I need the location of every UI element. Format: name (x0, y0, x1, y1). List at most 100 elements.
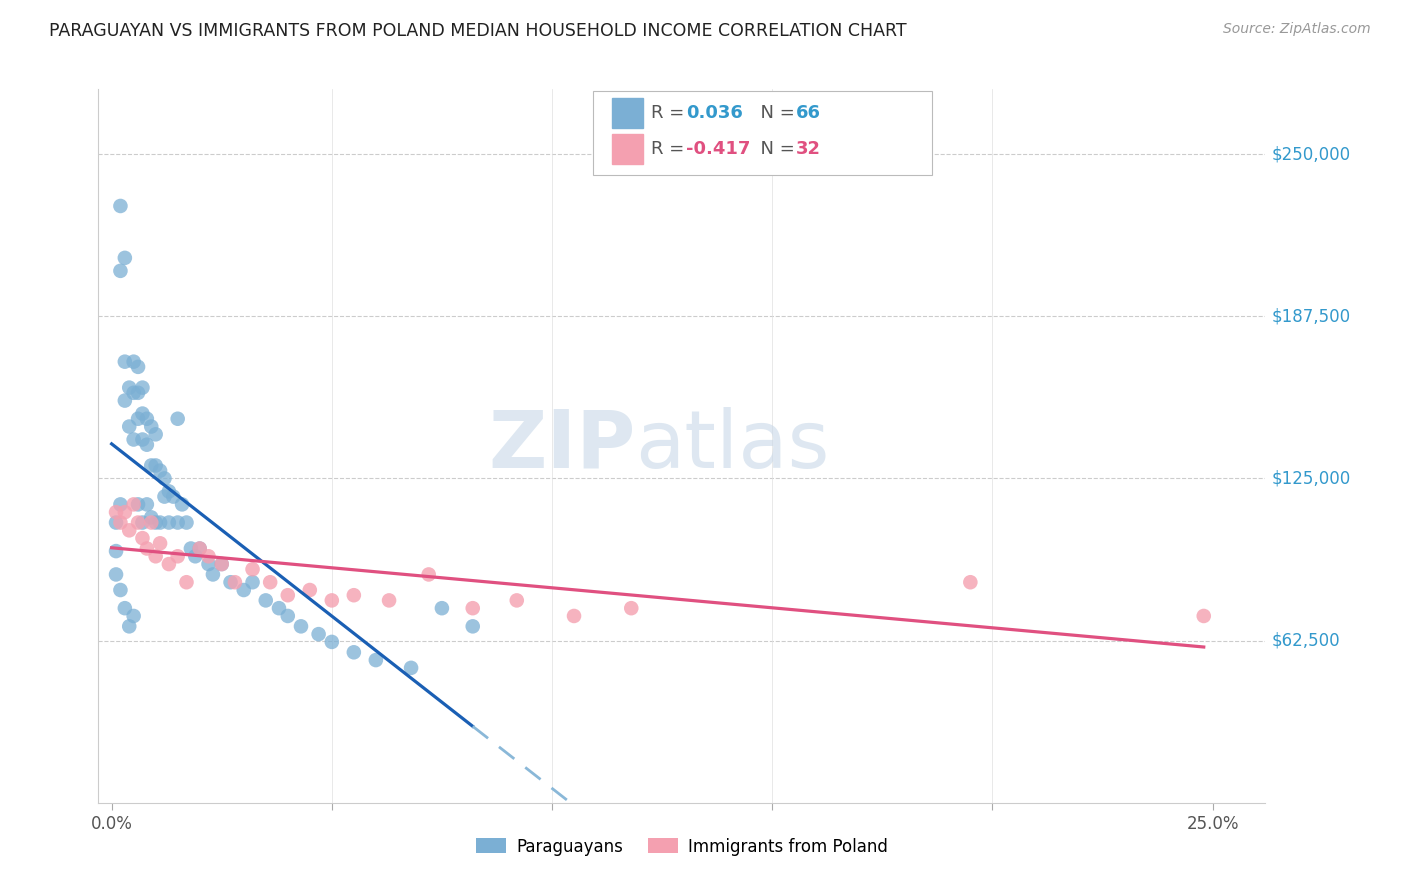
Point (131, 531, 153, 545)
Text: $125,000: $125,000 (1271, 469, 1351, 487)
Point (290, 619, 312, 633)
Point (321, 635, 343, 649)
Point (166, 411, 188, 425)
Point (118, 524, 141, 538)
Point (197, 557, 219, 571)
Text: N =: N = (749, 104, 801, 122)
Point (461, 601, 484, 615)
Point (259, 575, 281, 590)
Point (127, 516, 149, 530)
Point (188, 541, 211, 556)
Point (188, 541, 211, 556)
Point (122, 354, 145, 368)
Point (122, 433, 145, 447)
Point (122, 385, 145, 400)
Point (176, 516, 198, 530)
Point (157, 557, 180, 571)
Point (418, 567, 440, 582)
Point (118, 381, 141, 395)
Point (298, 582, 321, 597)
Text: Source: ZipAtlas.com: Source: ZipAtlas.com (1223, 22, 1371, 37)
Point (166, 516, 188, 530)
Point (127, 411, 149, 425)
Text: R =: R = (651, 104, 690, 122)
Point (127, 497, 149, 511)
Text: 32: 32 (796, 140, 821, 158)
Point (180, 541, 202, 556)
Point (110, 199, 132, 213)
Point (141, 516, 163, 530)
Point (131, 381, 153, 395)
Point (242, 562, 264, 576)
Point (399, 661, 422, 675)
Point (277, 609, 299, 624)
Text: R =: R = (651, 140, 690, 158)
Point (135, 411, 157, 425)
Point (959, 575, 981, 590)
Point (114, 393, 136, 408)
Point (110, 497, 132, 511)
Point (172, 497, 194, 511)
Point (131, 433, 153, 447)
Point (461, 619, 484, 633)
Point (141, 419, 163, 434)
Point (114, 251, 136, 265)
Point (105, 516, 128, 530)
Point (254, 593, 277, 607)
Text: $187,500: $187,500 (1271, 307, 1350, 326)
Point (197, 549, 219, 564)
Point (114, 601, 136, 615)
Point (153, 471, 176, 485)
Point (145, 427, 167, 442)
Y-axis label: Median Household Income: Median Household Income (0, 344, 7, 548)
Point (135, 438, 157, 452)
Point (224, 575, 246, 590)
Point (201, 567, 224, 582)
Point (149, 516, 172, 530)
Point (145, 516, 167, 530)
Point (118, 419, 141, 434)
Point (145, 458, 167, 473)
Point (219, 575, 242, 590)
Point (242, 575, 264, 590)
Point (110, 516, 132, 530)
Text: N =: N = (749, 140, 801, 158)
Text: atlas: atlas (636, 407, 830, 485)
Point (506, 593, 529, 607)
Point (562, 609, 585, 624)
Text: $62,500: $62,500 (1271, 632, 1340, 649)
Text: PARAGUAYAN VS IMMIGRANTS FROM POLAND MEDIAN HOUSEHOLD INCOME CORRELATION CHART: PARAGUAYAN VS IMMIGRANTS FROM POLAND MED… (49, 22, 907, 40)
Point (135, 497, 157, 511)
Point (211, 557, 233, 571)
Point (122, 497, 145, 511)
Point (430, 601, 453, 615)
Point (122, 609, 145, 624)
Point (343, 588, 366, 602)
Point (127, 359, 149, 374)
Point (110, 582, 132, 597)
Point (157, 516, 180, 530)
Point (1192, 609, 1215, 624)
Point (176, 575, 198, 590)
Point (162, 490, 184, 504)
Point (110, 264, 132, 278)
Point (232, 582, 254, 597)
Point (620, 601, 643, 615)
Point (364, 653, 387, 667)
Point (277, 588, 299, 602)
Point (127, 385, 149, 400)
Point (135, 541, 157, 556)
Point (321, 593, 343, 607)
Legend: Paraguayans, Immigrants from Poland: Paraguayans, Immigrants from Poland (470, 831, 894, 863)
Point (184, 549, 207, 564)
Point (211, 557, 233, 571)
Point (105, 505, 128, 519)
Text: $250,000: $250,000 (1271, 145, 1350, 163)
Point (166, 549, 188, 564)
Point (157, 484, 180, 499)
Point (131, 516, 153, 530)
Text: 66: 66 (796, 104, 821, 122)
Point (378, 593, 401, 607)
Point (149, 464, 172, 478)
Text: ZIP: ZIP (488, 407, 636, 485)
